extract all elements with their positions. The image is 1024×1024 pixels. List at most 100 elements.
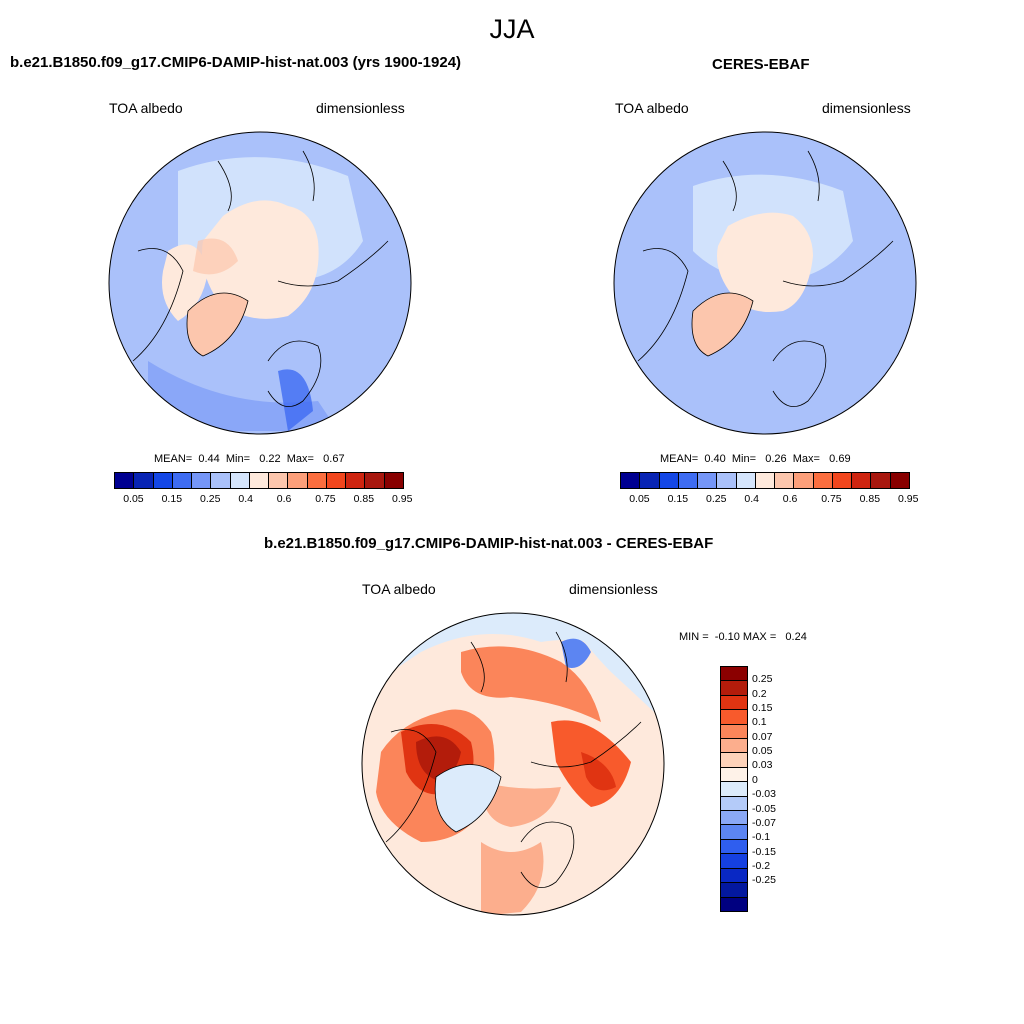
diff-max-label: MAX =	[742, 631, 777, 643]
colorbar-tick-label: 0.05	[752, 745, 773, 758]
colorbar-swatch	[721, 883, 747, 898]
obs-colorbar	[620, 472, 910, 489]
colorbar-tick-label: 0.25	[706, 493, 727, 505]
colorbar-swatch	[775, 473, 795, 488]
colorbar-tick-label: 0.75	[821, 493, 842, 505]
colorbar-tick-label: 0	[752, 773, 758, 786]
diff-units-label: dimensionless	[569, 581, 658, 597]
colorbar-swatch	[755, 473, 776, 488]
diff-stats: MIN = -0.10 MAX = 0.24	[679, 631, 807, 643]
model-max-label: Max=	[286, 453, 314, 465]
model-min-label: Min=	[225, 453, 251, 465]
colorbar-swatch	[249, 473, 270, 488]
colorbar-swatch	[852, 473, 872, 488]
colorbar-tick-label: 0.07	[752, 730, 773, 743]
colorbar-tick-label: 0.75	[315, 493, 336, 505]
colorbar-tick-label: -0.07	[752, 816, 776, 829]
colorbar-tick-label: 0.25	[752, 673, 773, 686]
colorbar-tick-label: 0.1	[752, 716, 767, 729]
colorbar-swatch	[621, 473, 641, 488]
colorbar-swatch	[871, 473, 891, 488]
colorbar-tick-label: 0.95	[392, 493, 413, 505]
colorbar-swatch	[115, 473, 135, 488]
colorbar-tick-label: 0.85	[859, 493, 881, 505]
colorbar-swatch	[717, 473, 737, 488]
colorbar-tick-label: -0.25	[752, 874, 776, 887]
colorbar-tick-label: -0.03	[752, 788, 776, 801]
diff-min-value: -0.10	[714, 631, 740, 643]
colorbar-swatch	[153, 473, 173, 488]
colorbar-tick-label: -0.05	[752, 802, 776, 815]
colorbar-swatch	[721, 710, 747, 725]
model-panel-title: b.e21.B1850.f09_g17.CMIP6-DAMIP-hist-nat…	[10, 54, 462, 71]
obs-max-value: 0.69	[829, 453, 851, 465]
model-colorbar	[114, 472, 404, 489]
obs-panel-title: CERES-EBAF	[712, 56, 810, 73]
colorbar-tick-label: -0.2	[752, 859, 771, 872]
obs-units-label: dimensionless	[822, 100, 911, 116]
colorbar-tick-label: 0.25	[200, 493, 221, 505]
obs-mean-value: 0.40	[704, 453, 726, 465]
diff-polar-map	[361, 612, 665, 916]
model-units-label: dimensionless	[316, 100, 405, 116]
diff-panel-title: b.e21.B1850.f09_g17.CMIP6-DAMIP-hist-nat…	[264, 535, 714, 552]
obs-mean-label: MEAN=	[660, 453, 699, 465]
colorbar-swatch	[365, 473, 385, 488]
diff-colorbar	[720, 666, 748, 912]
model-mean-value: 0.44	[198, 453, 220, 465]
model-polar-map	[108, 131, 412, 435]
colorbar-tick-label: 0.2	[752, 687, 767, 700]
colorbar-tick-label: 0.95	[898, 493, 919, 505]
obs-stats: MEAN= 0.40 Min= 0.26 Max= 0.69	[660, 453, 851, 465]
model-stats: MEAN= 0.44 Min= 0.22 Max= 0.67	[154, 453, 345, 465]
colorbar-swatch	[794, 473, 814, 488]
colorbar-swatch	[172, 473, 193, 488]
figure-title: JJA	[489, 14, 535, 44]
model-min-value: 0.22	[259, 453, 281, 465]
colorbar-swatch	[659, 473, 679, 488]
colorbar-swatch	[211, 473, 231, 488]
colorbar-tick-label: 0.15	[752, 702, 773, 715]
colorbar-swatch	[721, 767, 747, 783]
colorbar-tick-label: 0.15	[161, 493, 183, 505]
colorbar-swatch	[721, 695, 747, 711]
colorbar-tick-label: -0.1	[752, 831, 771, 844]
colorbar-swatch	[192, 473, 212, 488]
colorbar-tick-label: -0.15	[752, 845, 776, 858]
colorbar-swatch	[721, 868, 747, 884]
colorbar-swatch	[721, 739, 747, 754]
colorbar-swatch	[721, 854, 747, 869]
colorbar-tick-label: 0.6	[782, 493, 798, 505]
diff-min-label: MIN =	[679, 631, 709, 643]
colorbar-swatch	[288, 473, 308, 488]
colorbar-tick-label: 0.05	[629, 493, 650, 505]
colorbar-swatch	[721, 796, 747, 812]
colorbar-tick-label: 0.15	[667, 493, 689, 505]
colorbar-swatch	[307, 473, 327, 488]
colorbar-swatch	[721, 825, 747, 840]
colorbar-swatch	[736, 473, 756, 488]
obs-min-value: 0.26	[765, 453, 787, 465]
obs-max-label: Max=	[792, 453, 820, 465]
diff-max-value: 0.24	[785, 631, 807, 643]
colorbar-swatch	[721, 839, 747, 855]
colorbar-swatch	[640, 473, 660, 488]
colorbar-swatch	[721, 811, 747, 826]
colorbar-swatch	[678, 473, 699, 488]
colorbar-tick-label: 0.6	[276, 493, 292, 505]
colorbar-swatch	[134, 473, 154, 488]
colorbar-swatch	[230, 473, 250, 488]
colorbar-swatch	[698, 473, 718, 488]
colorbar-swatch	[813, 473, 833, 488]
colorbar-tick-label: 0.03	[752, 759, 773, 772]
colorbar-swatch	[832, 473, 853, 488]
diff-variable-label: TOA albedo	[362, 581, 436, 597]
colorbar-swatch	[721, 681, 747, 696]
colorbar-swatch	[384, 473, 403, 488]
colorbar-swatch	[346, 473, 366, 488]
colorbar-swatch	[721, 667, 747, 682]
model-mean-label: MEAN=	[154, 453, 193, 465]
colorbar-swatch	[721, 782, 747, 797]
colorbar-swatch	[890, 473, 909, 488]
colorbar-swatch	[269, 473, 289, 488]
